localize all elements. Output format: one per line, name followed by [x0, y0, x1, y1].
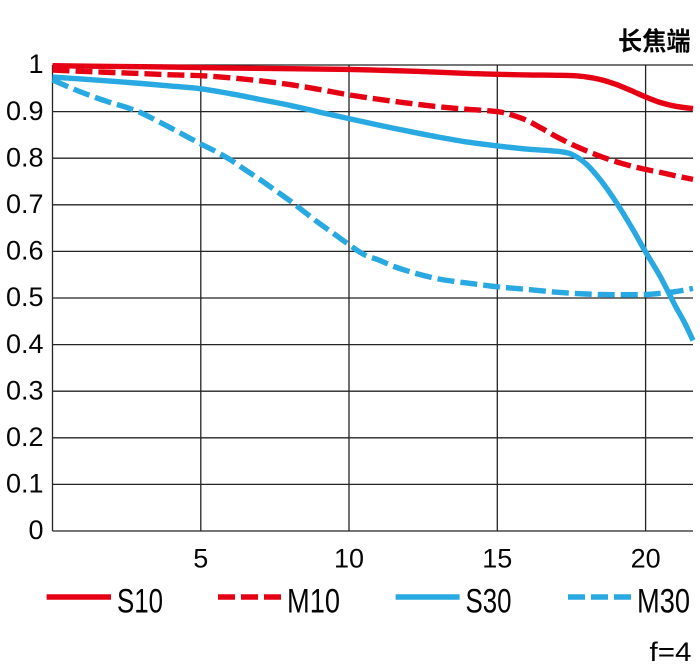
svg-text:f=4: f=4: [650, 637, 692, 667]
svg-text:M10: M10: [287, 583, 340, 621]
svg-text:0.2: 0.2: [6, 422, 44, 452]
svg-text:0.3: 0.3: [6, 375, 44, 405]
svg-text:M30: M30: [637, 583, 690, 621]
svg-text:10: 10: [334, 544, 364, 574]
svg-text:0.4: 0.4: [6, 329, 44, 359]
svg-text:0.9: 0.9: [6, 96, 44, 126]
svg-text:0.6: 0.6: [6, 236, 44, 266]
svg-text:0.7: 0.7: [6, 189, 44, 219]
svg-text:20: 20: [631, 544, 661, 574]
svg-text:0.8: 0.8: [6, 142, 44, 172]
svg-text:5: 5: [193, 544, 208, 574]
svg-text:S30: S30: [466, 583, 512, 621]
svg-text:15: 15: [482, 544, 512, 574]
svg-text:S10: S10: [117, 583, 163, 621]
svg-text:0.5: 0.5: [6, 282, 44, 312]
svg-text:1: 1: [28, 49, 43, 79]
svg-text:0.1: 0.1: [6, 469, 44, 499]
svg-text:0: 0: [28, 515, 43, 545]
